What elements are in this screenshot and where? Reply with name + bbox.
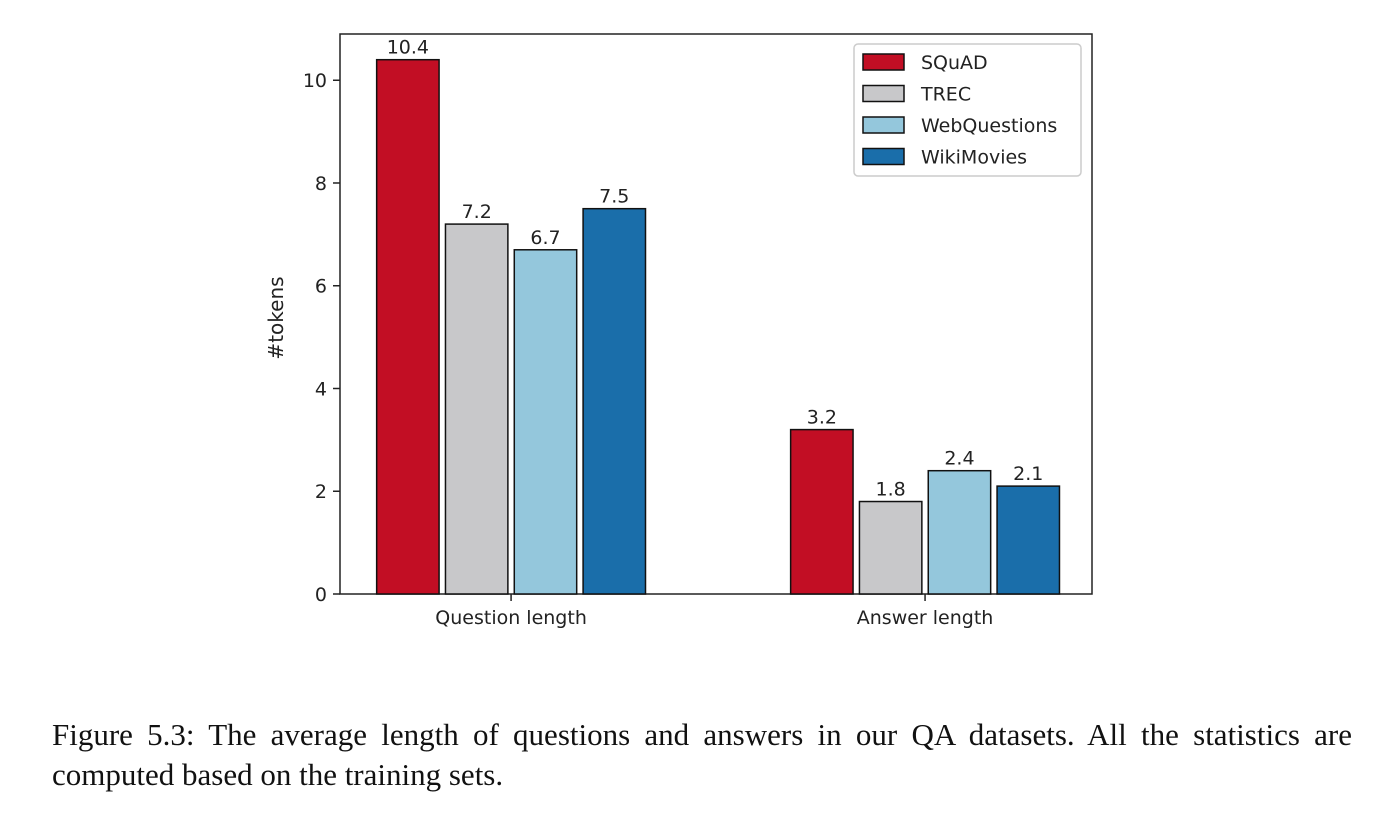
- x-tick-label: Answer length: [857, 607, 994, 629]
- bar-squad-1: [789, 428, 854, 595]
- data-label: 6.7: [530, 227, 560, 249]
- y-axis: 0 2 4 6 8 10: [303, 70, 340, 606]
- bar-wikimovies-0: [582, 207, 647, 595]
- y-tick-label: 8: [315, 173, 327, 195]
- figure-caption: Figure 5.3: The average length of questi…: [52, 717, 1352, 792]
- legend-label: WikiMovies: [921, 147, 1027, 169]
- legend-swatch: [862, 116, 905, 134]
- bar-chart: 0 2 4 6 8 10 Question length Answer length 10.…: [264, 33, 1093, 629]
- bar-webquestions-1: [927, 469, 992, 595]
- y-tick-label: 2: [315, 481, 327, 503]
- legend-swatch: [862, 84, 905, 103]
- x-axis: Question length Answer length: [435, 594, 993, 629]
- data-label: 7.2: [462, 201, 492, 223]
- data-label: 3.2: [807, 407, 837, 429]
- legend-label: SQuAD: [921, 52, 988, 74]
- legend-box: [853, 43, 1082, 177]
- y-tick-label: 6: [315, 276, 327, 298]
- legend-swatch: [862, 53, 905, 71]
- y-axis-label: #tokens: [264, 276, 288, 359]
- bar-trec-1: [858, 500, 923, 595]
- data-label: 7.5: [599, 186, 629, 208]
- data-label: 2.1: [1013, 463, 1043, 485]
- bar-squad-0: [375, 58, 440, 595]
- plot-area: [339, 33, 1093, 595]
- bar-trec-0: [444, 223, 509, 595]
- legend-label: TREC: [920, 84, 971, 106]
- legend-label: WebQuestions: [921, 115, 1057, 137]
- bar-wikimovies-1: [996, 485, 1061, 595]
- legend: SQuAD TREC WebQuestions WikiMovies: [853, 43, 1082, 177]
- legend-swatch: [862, 147, 905, 166]
- data-label: 10.4: [387, 37, 429, 59]
- bars: [375, 58, 1061, 595]
- data-label: 2.4: [944, 448, 974, 470]
- data-labels: 10.4 7.2 6.7 7.5 3.2 1.8 2.4 2.1: [387, 37, 1044, 501]
- y-tick-label: 10: [303, 70, 327, 92]
- data-label: 1.8: [876, 479, 906, 501]
- y-tick-label: 0: [315, 584, 327, 606]
- bar-webquestions-0: [513, 249, 578, 595]
- x-tick-label: Question length: [435, 607, 587, 629]
- y-tick-label: 4: [315, 378, 327, 400]
